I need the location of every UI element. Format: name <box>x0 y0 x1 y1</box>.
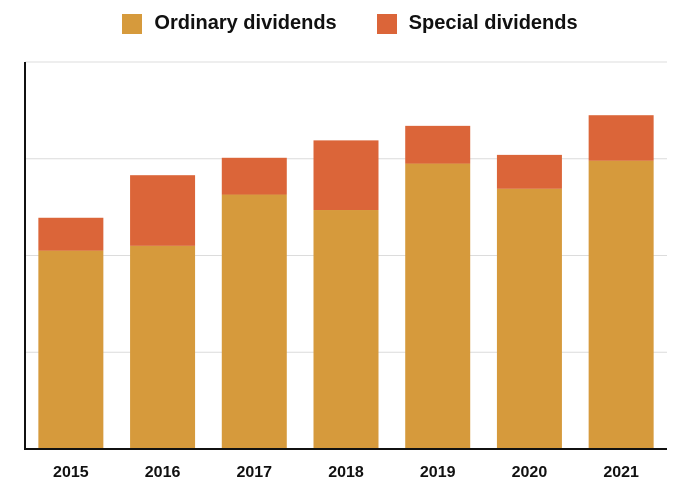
legend-item-special: Special dividends <box>376 12 578 35</box>
x-tick-label-2017: 2017 <box>236 464 272 481</box>
bar-ordinary-2017 <box>221 194 287 449</box>
bar-ordinary-2015 <box>38 250 104 449</box>
x-tick-label-2015: 2015 <box>53 464 89 481</box>
bar-special-2019 <box>405 125 471 164</box>
bar-ordinary-2018 <box>313 210 379 449</box>
x-tick-label-2020: 2020 <box>512 464 548 481</box>
bar-special-2021 <box>588 115 654 161</box>
x-tick-label-2018: 2018 <box>328 464 364 481</box>
legend: Ordinary dividends Special dividends <box>0 12 700 35</box>
legend-label-ordinary: Ordinary dividends <box>154 12 337 34</box>
bar-special-2017 <box>221 157 287 195</box>
bar-special-2016 <box>130 175 196 246</box>
bar-special-2015 <box>38 217 104 251</box>
bar-ordinary-2019 <box>405 163 471 449</box>
legend-swatch-ordinary <box>122 13 143 34</box>
legend-label-special: Special dividends <box>408 12 578 34</box>
bar-special-2018 <box>313 140 379 211</box>
legend-swatch-special <box>376 13 397 34</box>
x-tick-label-2016: 2016 <box>145 464 181 481</box>
bar-ordinary-2020 <box>496 188 562 449</box>
legend-item-ordinary: Ordinary dividends <box>122 12 337 35</box>
bar-special-2020 <box>496 154 562 189</box>
bar-ordinary-2016 <box>130 245 196 449</box>
bar-ordinary-2021 <box>588 160 654 449</box>
x-tick-label-2019: 2019 <box>420 464 456 481</box>
x-tick-label-2021: 2021 <box>603 464 639 481</box>
